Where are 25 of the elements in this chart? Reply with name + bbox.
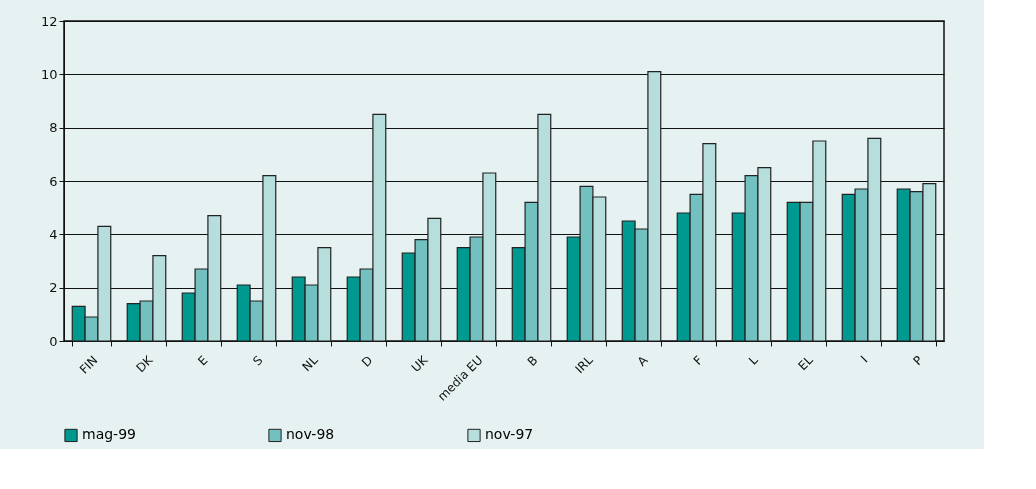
y-tick-label: 8 [49,120,58,136]
x-tick-label: IRL [572,352,596,377]
y-tick-label: 6 [49,173,58,189]
y-tick-label: 10 [40,66,58,82]
x-tick-label: A [634,352,652,369]
x-tick-label: I [858,353,871,366]
x-tick-label: B [524,353,541,369]
y-tick-label: 4 [49,226,58,242]
x-tick-label: P [910,353,926,369]
x-tick-label: E [195,353,211,369]
x-tick-label: NL [299,352,321,375]
x-tick-label: DK [133,352,157,376]
x-tick-label: L [745,352,761,368]
x-tick-label: FIN [76,353,101,377]
x-tick-label: D [359,353,376,370]
legend-label: mag-99 [82,426,136,443]
legend-label: nov-97 [485,426,534,443]
y-tick-label: 12 [40,13,58,29]
x-tick-label: EL [795,352,816,374]
y-tick-label: 0 [49,333,58,349]
x-tick-label: UK [408,352,432,375]
x-tick-label: S [250,353,266,369]
legend-label: nov-98 [286,426,335,443]
x-tick-label: F [690,353,706,368]
y-tick-label: 2 [49,280,58,296]
